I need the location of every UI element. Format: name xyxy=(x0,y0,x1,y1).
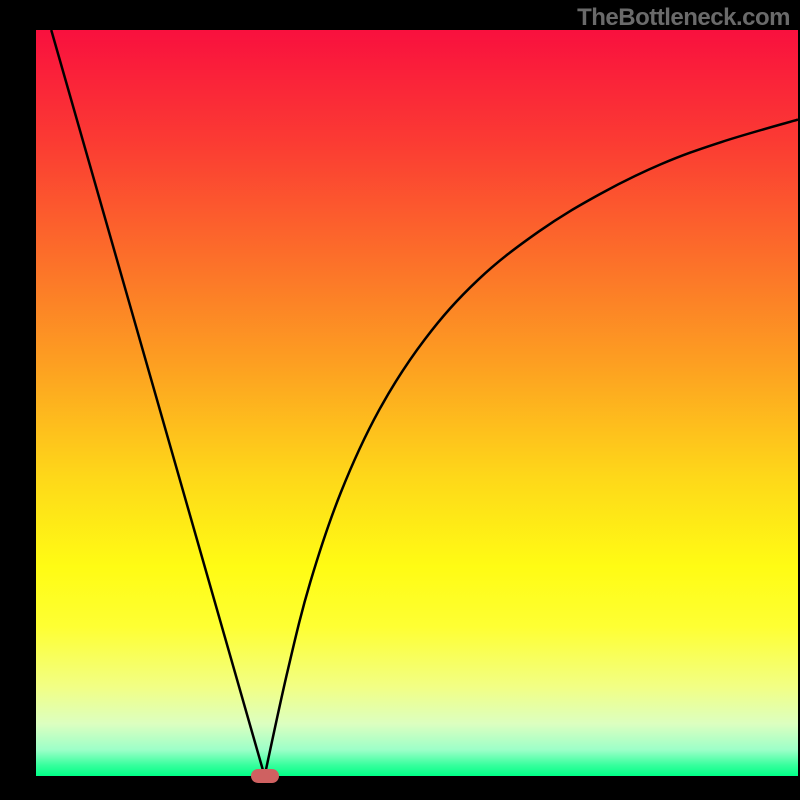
chart-container: TheBottleneck.com xyxy=(0,0,800,800)
curve-svg xyxy=(36,30,798,776)
curve-left-branch xyxy=(51,30,264,776)
minimum-marker xyxy=(251,769,279,783)
curve-right-branch xyxy=(265,120,798,776)
plot-area xyxy=(36,30,798,776)
watermark-text: TheBottleneck.com xyxy=(577,4,790,32)
